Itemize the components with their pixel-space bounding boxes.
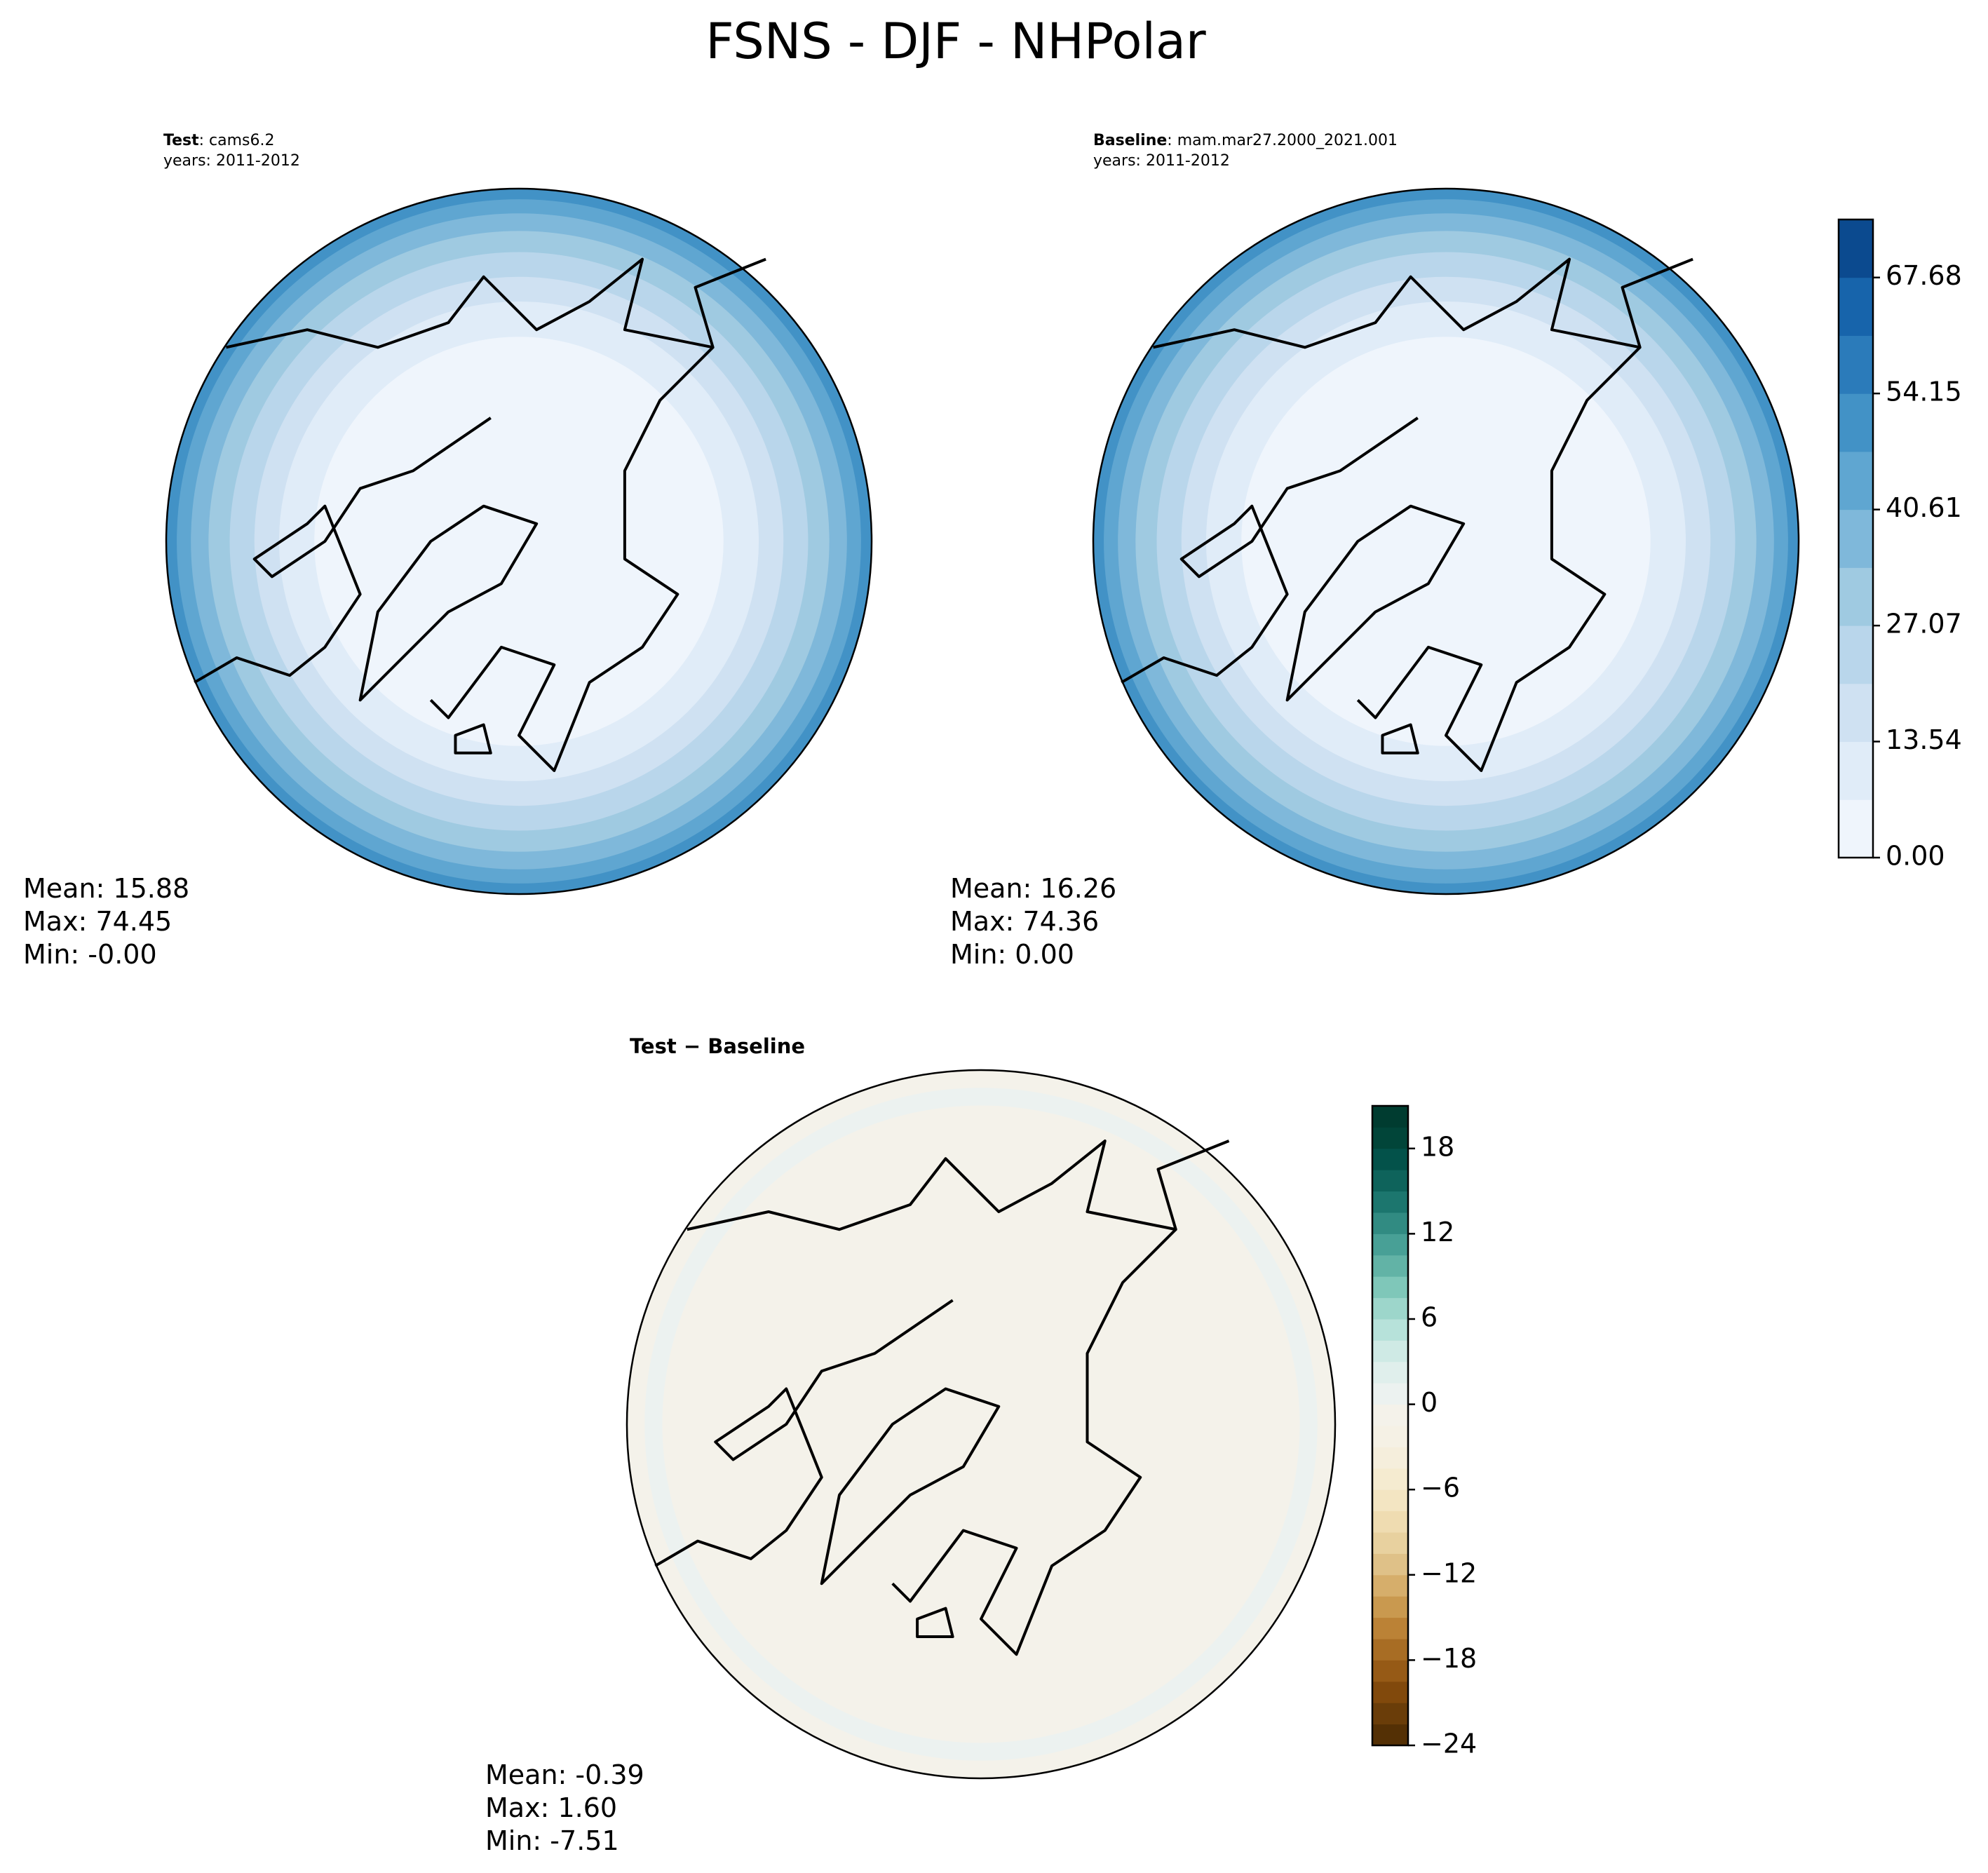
panel-label: Baseline: mam.mar27.2000_2021.001 [1093,132,1398,149]
coastline [654,1140,1230,1656]
colorbar-tick-label: −12 [1421,1557,1477,1588]
colorbar-band [1372,1510,1408,1533]
stat: Min: 0.00 [950,939,1074,970]
panel-name: Baseline [1093,132,1167,149]
colorbar-tick-label: 12 [1421,1217,1454,1247]
colorbar-band [1372,1489,1408,1512]
colorbar-band [1839,626,1873,684]
stat: Max: 74.36 [950,906,1099,937]
stat: Mean: -0.39 [485,1759,644,1790]
colorbar-band [1839,277,1873,336]
colorbar-band [1372,1383,1408,1405]
colorbar-band [1372,1532,1408,1554]
colorbar-band [1372,1468,1408,1490]
colorbar-band [1372,1212,1408,1234]
colorbar-band [1839,219,1873,278]
colorbar-tick-label: 54.15 [1886,377,1962,407]
map [626,1069,1337,1780]
panel-name: Test [163,132,199,149]
colorbar-band [1372,1596,1408,1618]
colorbar-band [1372,1340,1408,1363]
map-boundary [1092,187,1800,895]
panel-run: : mam.mar27.2000_2021.001 [1167,132,1398,149]
colorbar-tick-label: −18 [1421,1643,1477,1674]
colorbar-tick-label: 40.61 [1886,492,1962,523]
stat: Min: -7.51 [485,1825,619,1856]
stat: Mean: 16.26 [950,873,1116,904]
colorbar-band [1372,1276,1408,1299]
colorbar-band [1372,1127,1408,1149]
colorbar-band [1372,1703,1408,1725]
coastline [1121,257,1693,772]
colorbar-tick-label: 13.54 [1886,724,1962,755]
colorbar-band [1839,567,1873,626]
colorbar-frame [1837,218,1874,859]
stat: Min: -0.00 [23,939,157,970]
colorbar-band [1372,1361,1408,1384]
colorbar-band [1372,1681,1408,1703]
colorbar-band [1372,1553,1408,1576]
colorbar-band [1839,799,1873,858]
stat: Mean: 15.88 [23,873,189,904]
panel-run: : cams6.2 [199,132,275,149]
panel-years: years: 2011-2012 [163,152,300,170]
colorbar-band [1372,1660,1408,1682]
colorbar-tick-label: 0.00 [1886,841,1945,872]
stat: Max: 1.60 [485,1792,617,1823]
colorbar-band [1372,1617,1408,1639]
colorbar-band [1372,1106,1408,1128]
colorbar-band [1372,1255,1408,1277]
colorbar-band [1372,1191,1408,1213]
colorbar-tick-label: −6 [1421,1473,1460,1503]
colorbar-band [1839,741,1873,800]
colorbar-tick-label: 18 [1421,1131,1454,1162]
colorbar-band [1839,509,1873,568]
colorbar-band [1372,1724,1408,1746]
map [165,187,873,895]
colorbar-band [1839,393,1873,452]
colorbar-band [1839,451,1873,510]
colorbar-tick-label: 67.68 [1886,260,1962,291]
colorbar-band [1372,1297,1408,1320]
colorbar-band [1372,1148,1408,1170]
map-boundary [626,1069,1337,1780]
colorbar-tick-label: 27.07 [1886,609,1962,640]
panel-label: Test: cams6.2 [163,132,275,149]
map-boundary [165,187,873,895]
colorbar-band [1372,1233,1408,1256]
map-contour [662,1105,1300,1743]
colorbar-band [1372,1319,1408,1341]
colorbar-band [1372,1404,1408,1426]
colorbar-tick-label: 0 [1421,1387,1438,1418]
colorbar-band [1372,1170,1408,1192]
colorbar-band [1372,1639,1408,1661]
panel-years: years: 2011-2012 [1093,152,1230,170]
panel-name: Test − Baseline [630,1034,805,1058]
colorbar-band [1372,1426,1408,1447]
colorbar-band [1372,1574,1408,1597]
map [1092,187,1800,895]
stat: Max: 74.45 [23,906,172,937]
colorbar-band [1372,1447,1408,1469]
figure-title: FSNS - DJF - NHPolar [705,13,1205,70]
colorbar-tick-label: −24 [1421,1729,1477,1759]
colorbar-band [1839,683,1873,743]
colorbar-frame [1371,1104,1409,1747]
coastline [194,257,766,772]
colorbar-tick-label: 6 [1421,1302,1438,1333]
colorbar-band [1839,335,1873,394]
